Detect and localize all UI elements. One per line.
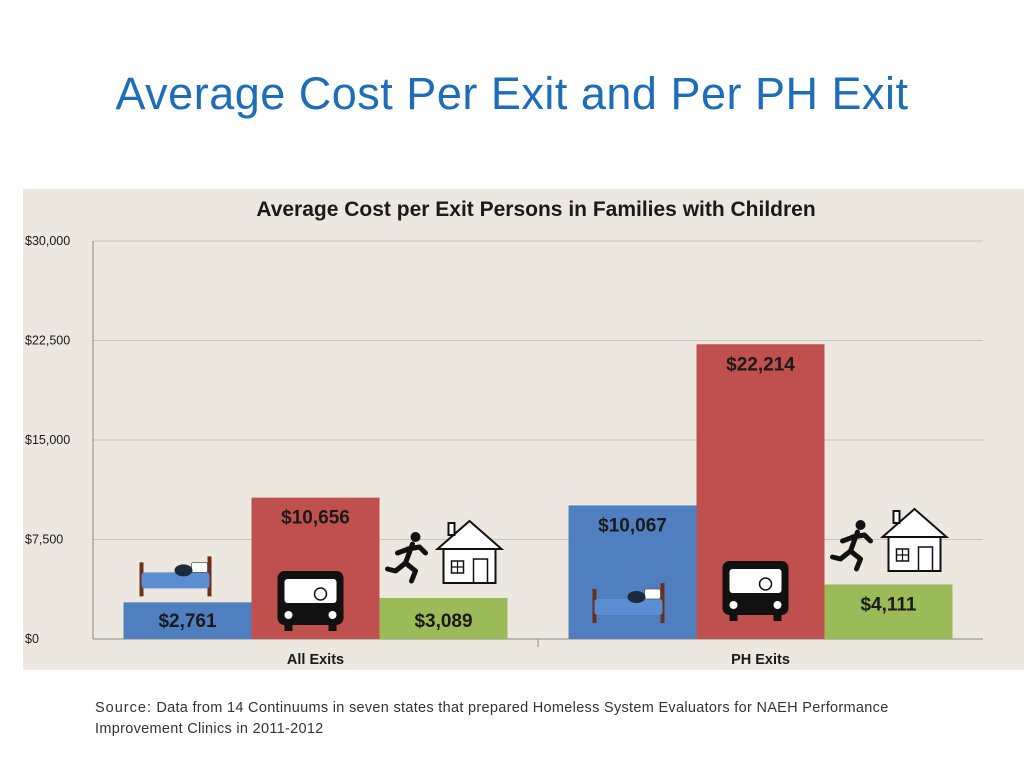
running-person-house-icon [830,507,950,572]
running-person-house-icon [385,519,505,584]
y-tick-label: $0 [25,632,39,646]
chart-panel: Average Cost per Exit Persons in Familie… [23,189,1024,670]
bus-window [284,579,337,603]
house-icon [434,519,505,584]
bed-head [627,591,646,603]
bar-rapid-rehousing [824,584,953,639]
running-person-icon [830,520,873,572]
house-door [472,558,489,584]
bar-chart: Average Cost per Exit Persons in Familie… [25,198,983,668]
bus-tire [328,625,337,631]
bus-icon [277,571,344,631]
data-label: $10,067 [598,515,667,536]
house-icon [879,507,950,572]
source-note: Source: Data from 14 Continuums in seven… [95,698,925,740]
house-roof [434,519,505,550]
runner-head [410,532,421,542]
running-person-icon [385,532,428,584]
bed-head [174,564,193,577]
bus-tire [284,625,293,631]
data-label: $2,761 [158,611,217,632]
bed-pillow [644,588,661,600]
y-tick-label: $7,500 [25,533,63,547]
house-chimney [447,522,456,536]
house-window-frame [896,549,909,561]
house-chimney [892,510,901,524]
source-text: Data from 14 Continuums in seven states … [95,700,889,737]
bar-shelter [568,505,697,639]
bed-blanket [594,599,663,615]
house-roof [879,507,950,538]
runner-body [830,529,873,572]
bar-shelter [123,602,252,639]
y-tick-label: $22,500 [25,334,70,348]
bus-icon [722,561,789,621]
bed-blanket [141,572,210,589]
y-tick-label: $15,000 [25,433,70,447]
data-label: $10,656 [281,508,350,529]
bus-tire [773,615,782,621]
bus-headlight [328,611,337,619]
y-tick-label: $30,000 [25,234,70,248]
runner-body [385,541,428,584]
x-category-label: PH Exits [731,652,790,668]
bus-headlight [773,601,782,609]
bus-window [729,569,782,593]
bus-wheel-steer [758,577,773,591]
bus-tire [729,615,738,621]
source-label: Source: [95,700,152,716]
house-window-frame [451,561,464,573]
bus-headlight [729,601,738,609]
data-label: $3,089 [414,611,472,632]
bed-pillow [191,561,208,573]
house-door [917,546,934,572]
bus-headlight [284,611,293,619]
chart-title: Average Cost per Exit Persons in Familie… [256,198,815,221]
x-category-label: All Exits [287,652,344,668]
bar-rapid-rehousing [379,598,508,639]
data-label: $22,214 [726,354,795,375]
bed-icon [592,583,665,623]
data-label: $4,111 [860,594,916,615]
bus-wheel-steer [313,587,328,601]
bed-icon [139,556,212,597]
slide-title: Average Cost Per Exit and Per PH Exit [115,68,909,119]
runner-head [855,520,866,530]
